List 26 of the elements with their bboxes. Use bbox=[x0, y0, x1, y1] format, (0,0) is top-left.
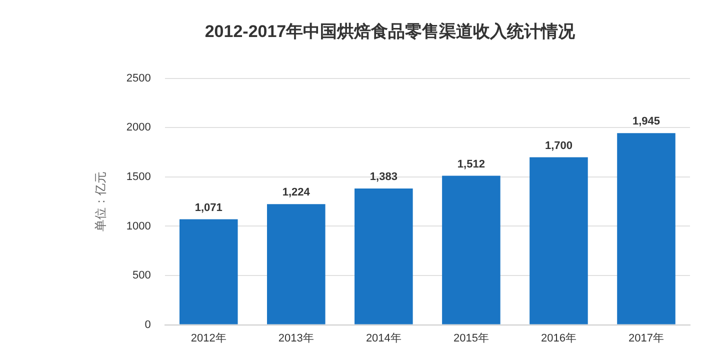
bar bbox=[267, 204, 326, 324]
x-tick-label: 2017年 bbox=[628, 332, 664, 344]
chart-title: 2012-2017年中国烘焙食品零售渠道收入统计情况 bbox=[204, 22, 576, 41]
bar bbox=[530, 157, 588, 324]
data-label: 1,512 bbox=[457, 158, 485, 170]
bar bbox=[442, 176, 500, 324]
y-axis-title: 单位：亿元 bbox=[94, 172, 108, 232]
data-label: 1,383 bbox=[370, 171, 398, 184]
data-label: 1,071 bbox=[194, 202, 222, 214]
data-label: 1,700 bbox=[544, 140, 572, 152]
x-tick-label: 2012年 bbox=[190, 332, 226, 344]
y-tick-label: 500 bbox=[132, 270, 151, 282]
y-tick-label: 2500 bbox=[126, 72, 151, 84]
data-label: 1,224 bbox=[282, 186, 311, 199]
data-label: 1,945 bbox=[632, 116, 660, 128]
y-tick-label: 0 bbox=[144, 318, 151, 331]
x-tick-label: 2013年 bbox=[278, 332, 314, 344]
x-tick-label: 2014年 bbox=[366, 332, 402, 344]
bar bbox=[617, 133, 676, 324]
x-tick-label: 2015年 bbox=[453, 332, 489, 344]
bar bbox=[179, 219, 238, 324]
y-tick-label: 1500 bbox=[126, 170, 151, 183]
bar bbox=[354, 188, 413, 324]
y-tick-label: 1000 bbox=[126, 220, 151, 232]
y-tick-label: 2000 bbox=[126, 122, 151, 134]
x-tick-label: 2016年 bbox=[540, 332, 576, 344]
